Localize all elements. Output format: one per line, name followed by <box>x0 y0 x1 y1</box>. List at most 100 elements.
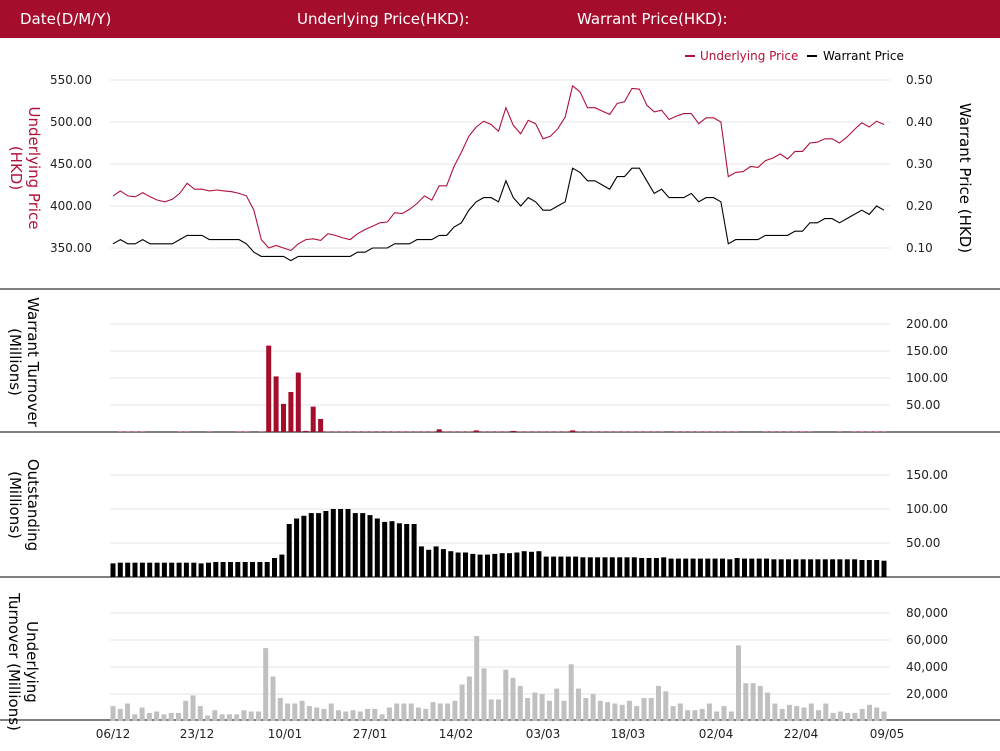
panel4-bar <box>256 711 261 721</box>
panel3-bar <box>734 558 740 577</box>
panel4-bar <box>801 707 807 721</box>
panel2-bar <box>866 431 872 432</box>
panel4-tick-label: 80,000 <box>906 606 948 620</box>
panel3-bar <box>228 562 233 577</box>
panel4-bar <box>605 702 611 721</box>
panel4-bar <box>750 683 756 721</box>
panel4-bar <box>212 710 218 721</box>
panel3-bar <box>543 556 549 577</box>
panel3-bar <box>206 562 211 577</box>
panel4-bar <box>786 704 792 721</box>
panel4-bar <box>466 676 472 721</box>
panel4-bar <box>277 698 283 721</box>
panel2-bar <box>347 431 353 432</box>
panel2-bar <box>540 431 546 432</box>
left-tick-label: 450.00 <box>50 157 92 171</box>
panel2-bar <box>429 431 435 432</box>
panel4-bar <box>794 706 800 721</box>
panel2-bar <box>488 431 494 432</box>
panel3-bar <box>308 513 314 577</box>
panel4-bar <box>503 669 509 721</box>
panel4-bar <box>823 703 829 721</box>
panel2-bar <box>332 431 338 432</box>
panel3-bar <box>690 558 696 577</box>
panel4-bar <box>314 707 320 721</box>
panel2-bar <box>800 431 805 432</box>
panel4-tick-label: 60,000 <box>906 633 948 647</box>
panel2-bar <box>399 431 405 432</box>
panel2-tick-label: 100.00 <box>906 371 948 385</box>
panel2-bar <box>614 431 620 432</box>
panel3-bar <box>697 558 703 577</box>
panel3-bar <box>117 562 123 577</box>
panel4-bar <box>597 700 603 722</box>
panel3-bar <box>507 553 512 577</box>
panel2-bar <box>688 431 694 432</box>
panel2-bar <box>318 419 324 432</box>
panel3-bar <box>463 552 468 577</box>
panel4-bar <box>641 698 647 721</box>
panel4-bar <box>350 710 356 721</box>
panel3-bar <box>161 562 167 577</box>
panel3-bar <box>257 562 263 577</box>
panel3-bar <box>169 562 175 577</box>
panel2-bar <box>288 392 294 432</box>
panel4-bar <box>714 711 720 721</box>
panel4-bar <box>692 710 698 721</box>
panel4-bar <box>706 703 712 721</box>
panel4-bar <box>532 692 538 721</box>
panel4-bar <box>656 685 661 721</box>
panel4-bar <box>852 712 858 721</box>
panel4-bar <box>837 711 843 721</box>
panel2-bar <box>533 431 539 432</box>
panel2-bar <box>599 431 605 432</box>
panel4-bar <box>859 708 865 721</box>
panel2-bar <box>436 429 442 432</box>
panel2-bar <box>555 431 561 432</box>
panel2-bar <box>125 431 131 432</box>
panel3-bar <box>837 559 843 577</box>
panel3-bar <box>132 562 138 577</box>
date-label: Date(D/M/Y) <box>20 10 112 28</box>
panel4-bar <box>205 715 211 721</box>
panel2-bar <box>355 431 361 432</box>
panel3-bar <box>470 553 476 577</box>
panel2-bar <box>718 431 724 432</box>
panel3-bar <box>220 562 226 577</box>
panel4-bar <box>226 714 232 722</box>
x-tick-label: 27/01 <box>353 727 388 741</box>
panel4-bar <box>117 708 123 721</box>
panel4-bar <box>648 698 654 721</box>
x-tick-label: 23/12 <box>180 727 215 741</box>
panel3-bar <box>110 563 116 577</box>
panel4-bar <box>248 711 254 721</box>
panel4-bar <box>525 698 531 721</box>
panel4-bar <box>663 691 669 721</box>
panel3-bar <box>477 554 483 577</box>
panel3-bar <box>815 559 821 577</box>
panel3-bar <box>389 521 395 577</box>
panel4-bar <box>139 707 145 721</box>
panel3-bar <box>198 563 204 577</box>
panel3-bar <box>852 559 858 577</box>
panel3-bar <box>455 552 461 577</box>
x-tick-label: 03/03 <box>526 727 561 741</box>
panel4-bar <box>699 708 705 721</box>
panel3-bar <box>778 559 784 577</box>
panel4-bar <box>765 692 771 721</box>
panel4-bar <box>132 714 138 722</box>
panel3-bar <box>316 513 322 577</box>
panel3-tick-label: 50.00 <box>906 536 940 550</box>
underlying-price-line <box>112 84 885 252</box>
panel2-bar <box>377 431 383 432</box>
right-tick-label: 0.50 <box>906 73 933 87</box>
panel2-bar <box>785 431 791 432</box>
panel4-bar <box>488 699 494 721</box>
panel2-bar <box>725 431 731 432</box>
x-tick-label: 02/04 <box>699 727 734 741</box>
panel4-bar <box>743 683 749 721</box>
panel3-bar <box>609 557 615 577</box>
underlying-price-label: Underlying Price(HKD): <box>297 10 470 28</box>
panel4-bar <box>590 694 596 721</box>
panel4-bar <box>321 708 327 721</box>
